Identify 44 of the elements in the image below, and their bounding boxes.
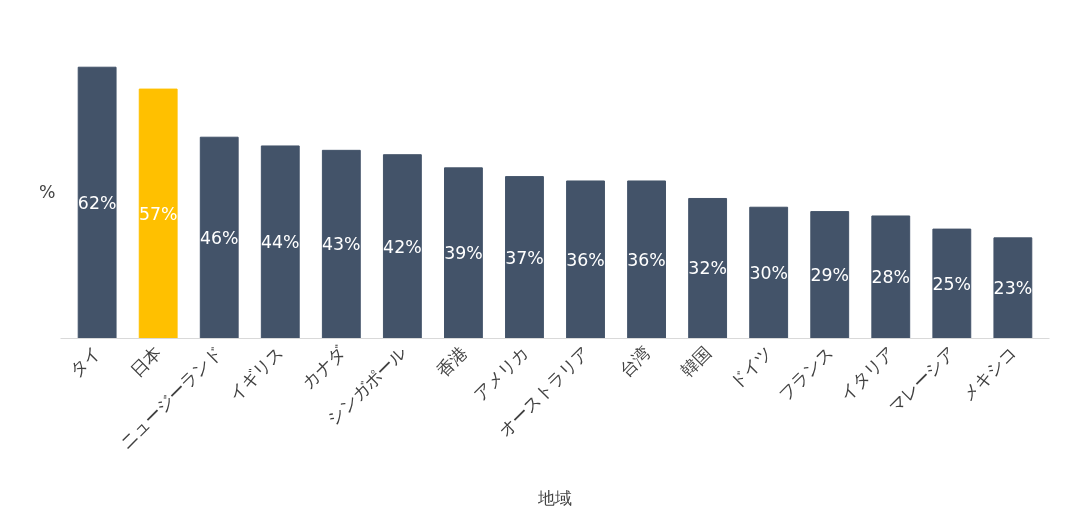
- data-label: 44%: [261, 232, 300, 253]
- data-label: 36%: [627, 249, 666, 270]
- bar: [444, 167, 483, 339]
- x-tick-label: メキシコ: [957, 342, 1020, 405]
- x-tick-label: イギリス: [225, 342, 288, 405]
- data-label: 32%: [688, 258, 727, 279]
- x-axis-title: 地域: [537, 487, 572, 508]
- bar: [871, 215, 911, 339]
- bar: [77, 66, 117, 339]
- bar: [138, 88, 178, 339]
- x-tick-label: カナダ: [298, 341, 350, 393]
- data-label: 62%: [77, 192, 117, 213]
- data-label: 28%: [871, 267, 911, 288]
- x-tick-label: 日本: [127, 342, 166, 381]
- bar: [627, 180, 666, 339]
- data-label: 25%: [932, 273, 972, 294]
- data-label: 23%: [993, 278, 1033, 299]
- data-label: 30%: [749, 262, 788, 283]
- bar: [260, 145, 300, 339]
- data-label: 43%: [322, 234, 361, 255]
- bar: [566, 180, 605, 339]
- x-tick-label: タイ: [66, 342, 105, 381]
- data-label: 29%: [810, 265, 849, 286]
- bar: [505, 176, 544, 339]
- data-label: 57%: [138, 203, 178, 224]
- x-tick-label: 台湾: [615, 342, 654, 381]
- bar: [993, 237, 1033, 339]
- bar: [688, 197, 728, 339]
- data-label: 42%: [383, 236, 422, 257]
- bar: [810, 211, 850, 339]
- bar: [199, 136, 239, 339]
- data-label: 46%: [199, 227, 239, 248]
- x-tick-label: フランス: [774, 342, 837, 405]
- data-label: 36%: [566, 249, 605, 270]
- data-label: 37%: [505, 247, 544, 268]
- bar: [749, 206, 789, 339]
- x-tick-label: 香港: [432, 342, 471, 381]
- bar: [321, 149, 361, 339]
- y-axis-title: %: [39, 182, 56, 202]
- bar: [382, 154, 422, 339]
- bar: [932, 228, 972, 339]
- x-tick-label: ドイツ: [725, 342, 776, 393]
- x-tick-label: 韓国: [676, 342, 715, 381]
- data-label: 39%: [444, 243, 483, 264]
